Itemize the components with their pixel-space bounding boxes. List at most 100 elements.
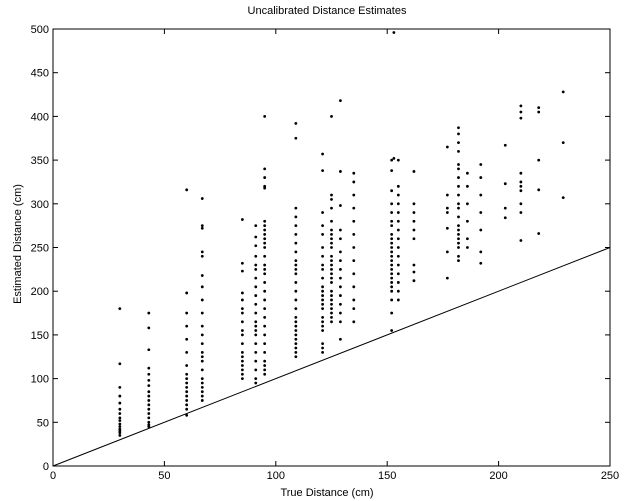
data-point bbox=[200, 324, 204, 328]
reference-line bbox=[52, 247, 611, 467]
data-point bbox=[330, 254, 333, 258]
data-point bbox=[457, 246, 460, 249]
data-point bbox=[185, 403, 189, 407]
data-point bbox=[263, 219, 267, 223]
data-point bbox=[339, 320, 342, 324]
data-point bbox=[457, 259, 460, 263]
data-point bbox=[118, 401, 122, 405]
data-point bbox=[240, 269, 244, 273]
x-tick-label: 50 bbox=[158, 470, 170, 482]
data-point bbox=[147, 348, 151, 352]
data-point bbox=[330, 307, 333, 311]
data-point bbox=[352, 206, 356, 210]
data-point bbox=[147, 403, 151, 407]
data-point bbox=[339, 99, 342, 103]
data-point bbox=[396, 272, 400, 276]
data-point bbox=[466, 246, 469, 249]
data-point bbox=[254, 320, 258, 324]
data-point bbox=[339, 228, 342, 232]
data-point bbox=[254, 302, 258, 306]
data-point bbox=[321, 232, 324, 236]
data-point bbox=[294, 250, 298, 254]
data-point bbox=[457, 141, 460, 145]
data-point bbox=[200, 368, 204, 372]
data-point bbox=[254, 368, 258, 372]
data-point bbox=[503, 206, 507, 210]
data-point bbox=[118, 407, 122, 411]
data-point bbox=[185, 372, 189, 376]
data-point bbox=[294, 320, 298, 324]
data-point bbox=[321, 254, 324, 258]
data-point bbox=[537, 110, 541, 114]
data-point bbox=[396, 263, 400, 267]
data-point bbox=[200, 355, 204, 359]
data-point bbox=[294, 263, 298, 267]
data-point bbox=[352, 285, 356, 289]
data-point bbox=[457, 202, 460, 206]
data-point bbox=[339, 294, 342, 297]
data-point bbox=[445, 250, 449, 254]
data-point bbox=[200, 342, 204, 346]
data-point bbox=[321, 263, 324, 267]
data-point bbox=[321, 267, 324, 271]
data-point bbox=[147, 384, 151, 387]
data-point bbox=[396, 193, 400, 197]
data-point bbox=[263, 372, 267, 376]
data-point bbox=[200, 254, 204, 258]
chart-title: Uncalibrated Distance Estimates bbox=[248, 5, 407, 17]
data-point bbox=[457, 163, 460, 166]
data-point bbox=[254, 311, 258, 315]
data-point bbox=[457, 167, 460, 171]
data-point bbox=[185, 407, 189, 411]
data-point bbox=[200, 394, 204, 398]
data-point bbox=[479, 193, 483, 197]
data-point bbox=[330, 237, 333, 241]
data-point bbox=[294, 136, 298, 140]
data-point bbox=[390, 311, 394, 315]
data-point bbox=[200, 197, 204, 200]
data-point bbox=[457, 176, 460, 179]
data-point bbox=[390, 250, 394, 254]
data-point bbox=[263, 307, 267, 311]
data-point bbox=[240, 350, 244, 354]
data-point bbox=[537, 158, 541, 162]
data-point bbox=[147, 425, 151, 429]
y-tick-label: 50 bbox=[37, 417, 49, 429]
data-point bbox=[263, 342, 267, 346]
data-point bbox=[263, 289, 267, 293]
data-point bbox=[339, 237, 342, 241]
data-point bbox=[330, 311, 333, 315]
data-point bbox=[185, 350, 189, 354]
data-point bbox=[330, 320, 333, 324]
data-point bbox=[254, 333, 258, 337]
data-point bbox=[185, 311, 189, 315]
data-point bbox=[263, 272, 267, 276]
data-point bbox=[321, 285, 324, 289]
data-point bbox=[396, 246, 400, 249]
data-point bbox=[118, 307, 122, 311]
data-point bbox=[294, 324, 298, 328]
y-tick-label: 150 bbox=[31, 330, 49, 342]
data-point bbox=[240, 368, 244, 372]
data-point bbox=[200, 226, 204, 230]
data-point bbox=[263, 186, 267, 190]
data-point bbox=[445, 276, 449, 280]
data-point bbox=[147, 394, 151, 398]
plot-area: 0 50 100 150 200 250 0 50 100 150 200 250 300 350 400 4… bbox=[31, 24, 620, 482]
data-point bbox=[352, 219, 356, 223]
data-point bbox=[240, 342, 244, 346]
data-point bbox=[479, 250, 483, 254]
data-point bbox=[321, 320, 324, 324]
data-point bbox=[294, 259, 298, 263]
data-point bbox=[537, 106, 541, 110]
data-point bbox=[200, 359, 204, 363]
data-point bbox=[519, 171, 523, 175]
data-point bbox=[330, 259, 333, 263]
data-point bbox=[254, 350, 258, 354]
data-point bbox=[200, 377, 204, 380]
data-point bbox=[390, 241, 394, 245]
data-point bbox=[254, 267, 258, 271]
data-point bbox=[457, 224, 460, 228]
data-point bbox=[200, 381, 204, 385]
data-point bbox=[185, 324, 189, 328]
